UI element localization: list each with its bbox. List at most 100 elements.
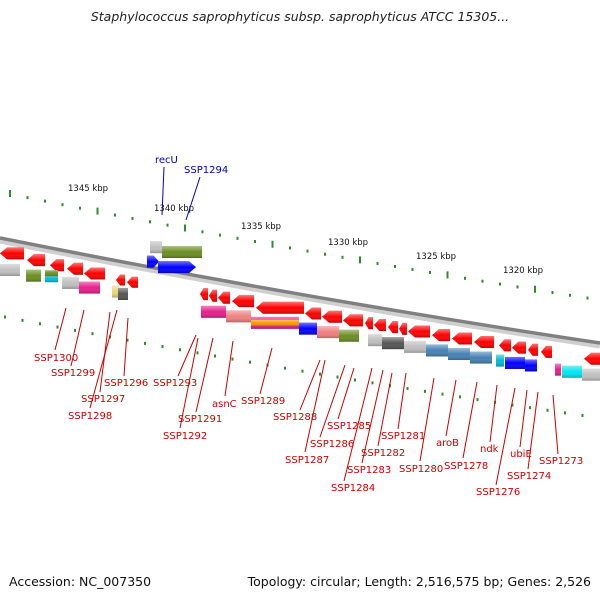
leader-line bbox=[224, 340, 234, 397]
gene-arrow-reverse-shade bbox=[365, 317, 373, 330]
gene-label-ssp1287[interactable]: SSP1287 bbox=[285, 455, 329, 466]
feature-box-shade bbox=[426, 344, 448, 357]
gene-arrow-reverse-shade bbox=[512, 341, 526, 354]
scale-tick bbox=[196, 351, 199, 355]
leader-line bbox=[495, 387, 516, 486]
gene-arrow-reverse-shade bbox=[50, 259, 64, 272]
scale-tick bbox=[481, 279, 484, 283]
gene-label-ssp1294[interactable]: SSP1294 bbox=[184, 165, 228, 176]
scale-tick bbox=[394, 264, 396, 268]
scale-label-1325: 1325 kbp bbox=[416, 252, 456, 262]
gene-arrow-reverse-shade bbox=[474, 336, 494, 349]
leader-line bbox=[319, 364, 346, 438]
gene-label-ubie[interactable]: ubiE bbox=[510, 449, 532, 460]
gene-label-ssp1286[interactable]: SSP1286 bbox=[310, 439, 354, 450]
gene-arrow-forward-shade bbox=[158, 261, 196, 274]
gene-label-ssp1284[interactable]: SSP1284 bbox=[331, 483, 375, 494]
backbone bbox=[0, 236, 600, 345]
gene-arrow-reverse-shade bbox=[322, 310, 342, 323]
scale-tick bbox=[441, 392, 444, 396]
gene-label-ssp1299[interactable]: SSP1299 bbox=[51, 368, 95, 379]
scale-tick bbox=[26, 196, 29, 200]
gene-label-ssp1296[interactable]: SSP1296 bbox=[104, 378, 148, 389]
gene-label-ssp1297[interactable]: SSP1297 bbox=[81, 394, 125, 405]
gene-label-ssp1278[interactable]: SSP1278 bbox=[444, 461, 488, 472]
scale-tick bbox=[511, 403, 514, 407]
feature-box-shade bbox=[496, 354, 504, 367]
leader-line bbox=[361, 369, 384, 464]
scale-tick bbox=[564, 411, 566, 415]
gene-label-ssp1283[interactable]: SSP1283 bbox=[347, 465, 391, 476]
leader-line bbox=[299, 359, 321, 411]
leader-line bbox=[519, 389, 528, 448]
gene-label-ssp1282[interactable]: SSP1282 bbox=[361, 448, 405, 459]
feature-box-shade bbox=[201, 305, 226, 318]
gene-label-ssp1289[interactable]: SSP1289 bbox=[241, 396, 285, 407]
scale-tick bbox=[371, 381, 374, 385]
gene-arrow-reverse-shade bbox=[499, 339, 511, 352]
genome-title: Staphylococcus saprophyticus subsp. sapr… bbox=[90, 9, 510, 24]
gene-label-arob[interactable]: aroB bbox=[436, 438, 459, 449]
feature-box-shade bbox=[339, 329, 359, 342]
gene-arrow-reverse-shade bbox=[541, 345, 552, 358]
feature-box-shade bbox=[226, 310, 251, 323]
scale-tick bbox=[231, 357, 234, 361]
gene-label-ssp1292[interactable]: SSP1292 bbox=[163, 431, 207, 442]
gene-label-ssp1281[interactable]: SSP1281 bbox=[381, 431, 425, 442]
scale-tick bbox=[161, 345, 164, 349]
gene-label-recU[interactable]: recU bbox=[155, 155, 178, 166]
feature-box-shade bbox=[162, 246, 202, 259]
leader-line bbox=[177, 334, 197, 377]
gene-label-ssp1276[interactable]: SSP1276 bbox=[476, 487, 520, 498]
leader-line bbox=[123, 317, 129, 377]
gene-label-ssp1273[interactable]: SSP1273 bbox=[539, 456, 583, 467]
feature-box-shade bbox=[45, 270, 58, 277]
gene-label-ssp1288[interactable]: SSP1288 bbox=[273, 412, 317, 423]
scale-label-1345: 1345 kbp bbox=[68, 184, 108, 194]
gene-label-ssp1293[interactable]: SSP1293 bbox=[153, 378, 197, 389]
feature-box-shade bbox=[555, 363, 561, 376]
gene-label-ssp1298[interactable]: SSP1298 bbox=[68, 411, 112, 422]
leader-line bbox=[89, 309, 118, 409]
scale-tick bbox=[464, 276, 466, 280]
gene-arrow-reverse-shade bbox=[67, 262, 83, 275]
feature-box-shade bbox=[150, 241, 162, 254]
gene-label-ssp1274[interactable]: SSP1274 bbox=[507, 471, 551, 482]
gene-label-ssp1280[interactable]: SSP1280 bbox=[399, 464, 443, 475]
scale-labels: 1345 kbp 1340 kbp 1335 kbp 1330 kbp 1325… bbox=[68, 184, 543, 276]
scale-tick bbox=[289, 246, 291, 250]
scale-tick bbox=[446, 271, 449, 279]
feature-box-shade bbox=[382, 337, 404, 350]
gene-label-ndk[interactable]: ndk bbox=[480, 444, 499, 455]
scale-label-1335: 1335 kbp bbox=[241, 222, 281, 232]
scale-tick bbox=[96, 207, 99, 215]
scale-tick bbox=[529, 406, 531, 410]
scale-tick bbox=[21, 318, 24, 322]
scale-tick bbox=[411, 267, 414, 271]
gene-arrow-reverse-shade bbox=[584, 352, 600, 365]
leader-line bbox=[99, 311, 111, 393]
gene-label-asnc[interactable]: asnC bbox=[212, 399, 237, 410]
gene-arrow-reverse-shade bbox=[408, 325, 430, 338]
feature-box-shade bbox=[525, 359, 537, 372]
feature-box-shade bbox=[562, 365, 582, 378]
feature-box-shade bbox=[404, 340, 426, 353]
gene-arrow-reverse-shade bbox=[127, 276, 138, 288]
feature-box-shade bbox=[505, 356, 525, 369]
scale-tick bbox=[201, 230, 204, 234]
feature-box-shade bbox=[368, 334, 382, 347]
gene-label-ssp1285[interactable]: SSP1285 bbox=[327, 421, 371, 432]
leader-line bbox=[161, 166, 165, 216]
scale-tick bbox=[336, 375, 339, 379]
scale-tick bbox=[79, 206, 81, 210]
scale-tick bbox=[219, 233, 221, 237]
gene-arrow-reverse-shade bbox=[256, 301, 304, 314]
scale-tick bbox=[184, 224, 186, 232]
scale-tick bbox=[569, 293, 571, 297]
gene-label-ssp1300[interactable]: SSP1300 bbox=[34, 353, 78, 364]
scale-tick bbox=[551, 291, 554, 295]
gene-label-ssp1291[interactable]: SSP1291 bbox=[178, 414, 222, 425]
scale-tick bbox=[546, 408, 549, 412]
gene-arrow-reverse-shade bbox=[452, 332, 472, 345]
feature-box-shade bbox=[79, 281, 100, 294]
